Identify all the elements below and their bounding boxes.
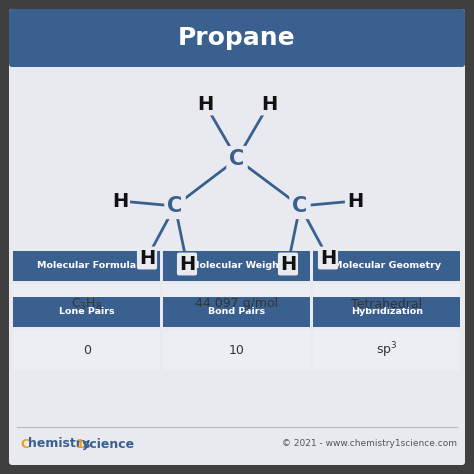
Text: Tetrahedral: Tetrahedral (351, 298, 422, 310)
Text: H: H (261, 94, 277, 113)
Bar (313, 297, 461, 327)
Text: science: science (82, 438, 134, 450)
Text: H: H (347, 191, 363, 210)
Text: Bond Pairs: Bond Pairs (209, 308, 265, 317)
Text: C: C (292, 196, 308, 216)
Text: 0: 0 (83, 344, 91, 356)
Text: 1: 1 (76, 438, 85, 450)
Bar (13, 284, 161, 324)
Bar (313, 251, 461, 281)
Text: H: H (197, 94, 213, 113)
Bar (164, 251, 310, 281)
Text: sp$^3$: sp$^3$ (376, 340, 398, 360)
Text: H: H (280, 255, 296, 273)
Text: H: H (179, 255, 195, 273)
Text: hemistry: hemistry (28, 438, 91, 450)
Text: C: C (167, 196, 182, 216)
Bar (12, 38, 462, 64)
Bar (313, 330, 461, 370)
Text: C: C (229, 149, 245, 169)
Text: 44.097 g/mol: 44.097 g/mol (195, 298, 279, 310)
Bar (13, 330, 161, 370)
Text: Molecular Weight: Molecular Weight (190, 262, 284, 271)
Bar (13, 297, 161, 327)
Text: Propane: Propane (178, 26, 296, 50)
FancyBboxPatch shape (9, 9, 465, 67)
Bar (164, 330, 310, 370)
Text: C: C (20, 438, 29, 450)
Text: H: H (112, 191, 128, 210)
Text: © 2021 - www.chemistry1science.com: © 2021 - www.chemistry1science.com (282, 439, 457, 448)
Text: H: H (320, 248, 336, 267)
Bar (164, 284, 310, 324)
Bar (164, 297, 310, 327)
Text: H: H (139, 248, 155, 267)
Text: 10: 10 (229, 344, 245, 356)
Bar (13, 251, 161, 281)
Bar (313, 284, 461, 324)
FancyBboxPatch shape (9, 9, 465, 465)
Text: C$_3$H$_8$: C$_3$H$_8$ (72, 296, 103, 311)
Text: Molecular Geometry: Molecular Geometry (333, 262, 441, 271)
Text: Hybridization: Hybridization (351, 308, 423, 317)
Text: Lone Pairs: Lone Pairs (59, 308, 115, 317)
Text: Molecular Formula: Molecular Formula (37, 262, 137, 271)
